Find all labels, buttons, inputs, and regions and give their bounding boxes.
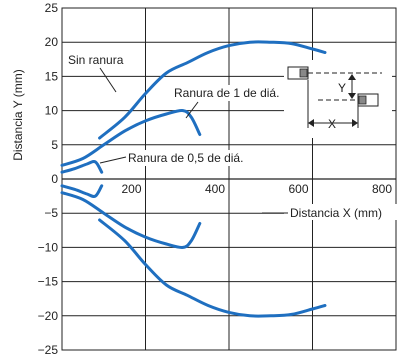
y-axis-label: Distancia Y (mm)	[11, 69, 25, 161]
x-tick-label: 400	[205, 182, 225, 196]
annotation-sin-ranura-leader	[99, 67, 117, 93]
x-tick-label: 600	[288, 182, 308, 196]
y-tick-label: 25	[45, 1, 59, 15]
annotation-ranura-05: Ranura de 0,5 de diá.	[128, 151, 243, 165]
annotation-ranura-1: Ranura de 1 de diá.	[174, 86, 279, 100]
y-dim-arrow-top	[348, 74, 356, 80]
x-tick-label: 800	[372, 182, 392, 196]
x-dim-arrow-right	[352, 119, 358, 127]
series-0-lower-curve	[98, 218, 327, 318]
curves	[60, 40, 327, 318]
annotation-sin-ranura-bg	[66, 52, 142, 68]
y-tick-label: −25	[38, 343, 59, 357]
y-tick-label: 15	[45, 69, 59, 83]
x-dim-arrow-left	[308, 119, 314, 127]
series-0-upper-curve	[98, 40, 327, 140]
tick-labels: 25 20 15 10 5 0 −5 −10 −15 −20 −25 200 400 600 800	[38, 1, 393, 357]
y-tick-label: 5	[51, 138, 58, 152]
annotation-ranura-05-bg	[124, 150, 280, 166]
y-tick-label: −20	[38, 309, 59, 323]
y-dim-arrow-bottom	[348, 93, 356, 99]
series-2-lower-curve	[60, 184, 104, 199]
series-1-lower-curve	[60, 191, 202, 249]
y-tick-label: 10	[45, 104, 59, 118]
annotation-sin-ranura: Sin ranura	[68, 53, 124, 67]
series-2-upper-curve	[60, 159, 104, 174]
y-tick-label: −15	[38, 275, 59, 289]
y-tick-label: −5	[44, 206, 58, 220]
y-tick-label: 20	[45, 35, 59, 49]
annotation-ranura-1-bg	[170, 85, 292, 101]
x-tick-label: 200	[121, 182, 141, 196]
annotation-ranura-05-leader	[99, 156, 127, 164]
sensor-2-cap	[358, 95, 367, 105]
sensor-1-cap	[299, 68, 308, 78]
inset-diagram: Y X	[284, 60, 392, 138]
x-axis-label: Distancia X (mm)	[290, 206, 382, 220]
x-axis-label-bg	[284, 204, 398, 220]
inset-y-label: Y	[338, 81, 346, 95]
y-tick-label: −10	[38, 240, 59, 254]
y-tick-label: 0	[51, 172, 58, 186]
annotation-ranura-1-leader	[185, 101, 199, 119]
inset-x-label: X	[328, 117, 336, 131]
